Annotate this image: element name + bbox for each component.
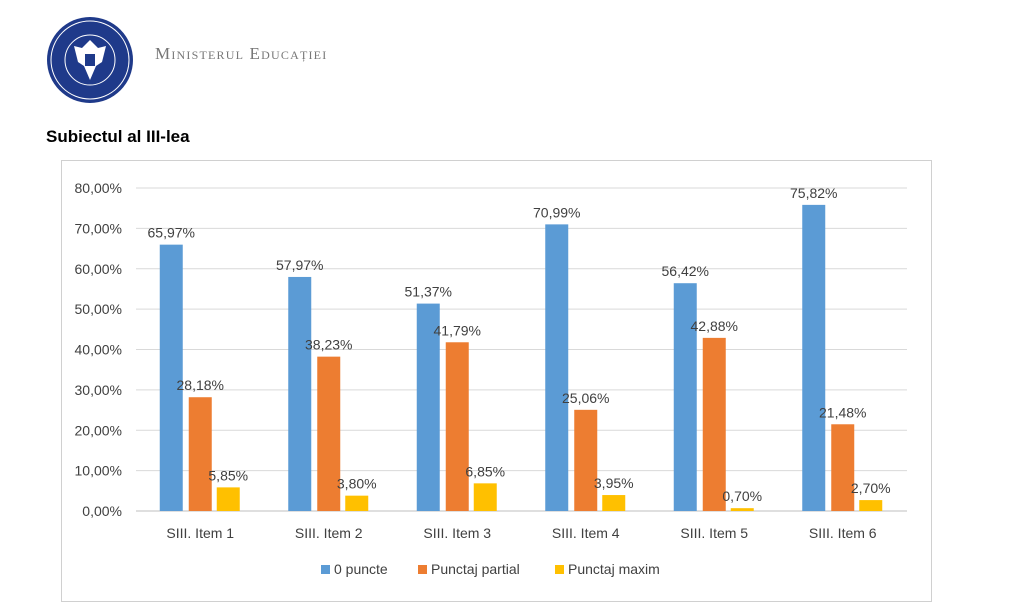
data-label: 3,80% [337,476,377,492]
bar [730,508,754,511]
bar [188,397,212,511]
data-label: 5,85% [208,467,248,483]
data-label: 56,42% [662,263,709,279]
legend-swatch [555,565,564,574]
data-label: 75,82% [790,185,837,201]
data-label: 70,99% [533,204,580,220]
data-label: 28,18% [177,377,224,393]
x-tick-label: SIII. Item 3 [423,525,491,541]
bar [673,283,697,511]
x-tick-label: SIII. Item 5 [680,525,748,541]
y-tick-label: 50,00% [75,301,122,317]
data-label: 51,37% [405,284,452,300]
bar [345,495,369,511]
data-label: 6,85% [465,463,505,479]
bar-chart: 0,00% 10,00% 20,00% 30,00% 40,00% 50,00% 60,00… [75,180,907,577]
data-label: 3,95% [594,475,634,491]
legend-swatch [321,565,330,574]
bar [602,495,626,511]
bar [702,337,726,511]
y-tick-label: 20,00% [75,422,122,438]
data-label: 57,97% [276,257,323,273]
bar [831,424,855,511]
data-label: 65,97% [148,225,195,241]
ministry-name: Ministerul Educației [155,44,328,63]
y-tick-label: 10,00% [75,463,122,479]
legend-label: 0 puncte [334,561,388,577]
legend-label: Punctaj partial [431,561,520,577]
y-tick-label: 30,00% [75,382,122,398]
data-label: 41,79% [434,322,481,338]
bar [416,303,440,511]
legend-swatch [418,565,427,574]
legend-label: Punctaj maxim [568,561,660,577]
bar [859,500,883,511]
bar [317,356,341,511]
bar [288,276,312,511]
x-tick-label: SIII. Item 4 [552,525,620,541]
data-label: 42,88% [691,318,738,334]
bar [545,224,569,511]
data-label: 38,23% [305,337,352,353]
government-seal-logo [47,17,133,103]
x-tick-label: SIII. Item 1 [166,525,234,541]
y-tick-label: 40,00% [75,342,122,358]
bar [445,342,469,511]
data-label: 25,06% [562,390,609,406]
section-title: Subiectul al III-lea [46,127,190,146]
x-tick-label: SIII. Item 2 [295,525,363,541]
bar [802,204,826,511]
data-label: 0,70% [722,488,762,504]
bar [159,244,183,511]
y-tick-label: 80,00% [75,180,122,196]
data-label: 2,70% [851,480,891,496]
bar [216,487,240,511]
bar [574,409,598,511]
data-label: 21,48% [819,404,866,420]
x-tick-label: SIII. Item 6 [809,525,877,541]
bar [473,483,497,511]
y-tick-label: 0,00% [82,503,122,519]
y-tick-label: 70,00% [75,220,122,236]
y-tick-label: 60,00% [75,261,122,277]
